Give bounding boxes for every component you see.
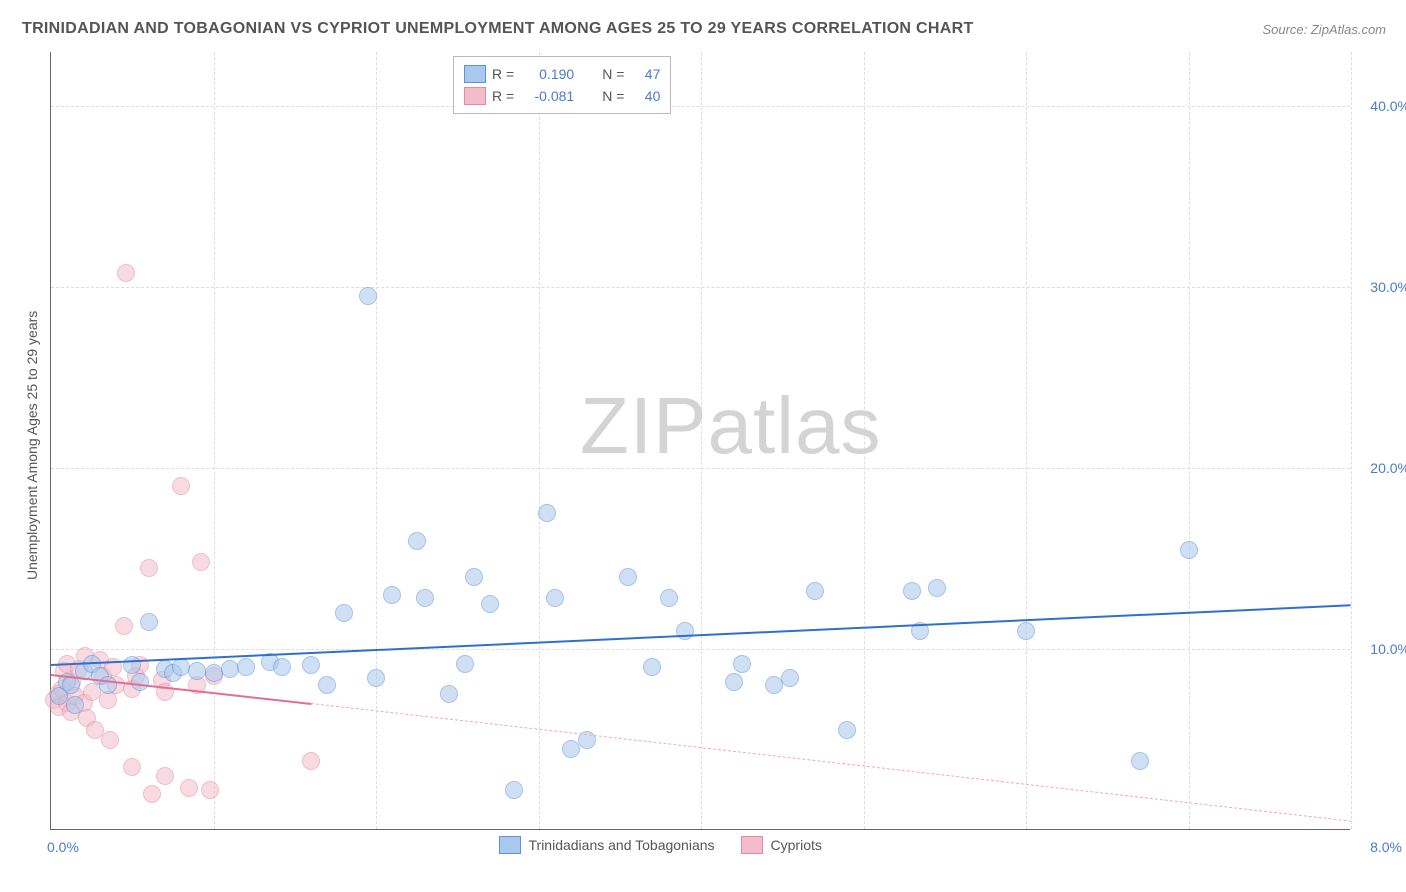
data-point: [928, 579, 946, 597]
data-point: [733, 655, 751, 673]
gridline-v: [376, 52, 377, 829]
data-point: [66, 696, 84, 714]
data-point: [538, 504, 556, 522]
data-point: [383, 586, 401, 604]
legend-swatch: [464, 87, 486, 105]
y-tick-label: 20.0%: [1370, 460, 1406, 476]
data-point: [156, 767, 174, 785]
legend-swatch: [741, 836, 763, 854]
data-point: [180, 779, 198, 797]
data-point: [903, 582, 921, 600]
data-point: [192, 553, 210, 571]
legend-swatch: [499, 836, 521, 854]
data-point: [781, 669, 799, 687]
data-point: [367, 669, 385, 687]
data-point: [1131, 752, 1149, 770]
data-point: [302, 656, 320, 674]
legend-row: R = -0.081 N = 40: [464, 85, 660, 107]
y-axis-label: Unemployment Among Ages 25 to 29 years: [24, 311, 40, 580]
legend-series-label: Cypriots: [771, 837, 822, 853]
plot-area: 10.0%20.0%30.0%40.0%0.0%8.0%: [50, 52, 1350, 830]
data-point: [101, 731, 119, 749]
data-point: [765, 676, 783, 694]
data-point: [562, 740, 580, 758]
data-point: [725, 673, 743, 691]
chart-container: TRINIDADIAN AND TOBAGONIAN VS CYPRIOT UN…: [0, 0, 1406, 892]
data-point: [172, 658, 190, 676]
gridline-v: [1026, 52, 1027, 829]
data-point: [676, 622, 694, 640]
series-legend: Trinidadians and Tobagonians Cypriots: [499, 836, 840, 854]
data-point: [117, 264, 135, 282]
data-point: [660, 589, 678, 607]
data-point: [140, 559, 158, 577]
legend-r-label: R =: [492, 88, 514, 104]
legend-series-label: Trinidadians and Tobagonians: [529, 837, 715, 853]
data-point: [237, 658, 255, 676]
data-point: [838, 721, 856, 739]
correlation-legend: R = 0.190 N = 47 R = -0.081 N = 40: [453, 56, 671, 114]
data-point: [273, 658, 291, 676]
y-tick-label: 10.0%: [1370, 641, 1406, 657]
data-point: [172, 477, 190, 495]
legend-r-value: -0.081: [520, 88, 574, 104]
data-point: [416, 589, 434, 607]
trend-line: [311, 703, 1351, 822]
data-point: [359, 287, 377, 305]
data-point: [131, 673, 149, 691]
data-point: [440, 685, 458, 703]
gridline-v: [701, 52, 702, 829]
data-point: [408, 532, 426, 550]
data-point: [1180, 541, 1198, 559]
y-tick-label: 40.0%: [1370, 98, 1406, 114]
chart-title: TRINIDADIAN AND TOBAGONIAN VS CYPRIOT UN…: [22, 20, 974, 38]
legend-r-label: R =: [492, 66, 514, 82]
data-point: [1017, 622, 1035, 640]
gridline-v: [1351, 52, 1352, 829]
data-point: [143, 785, 161, 803]
legend-swatch: [464, 65, 486, 83]
data-point: [302, 752, 320, 770]
data-point: [335, 604, 353, 622]
legend-row: R = 0.190 N = 47: [464, 63, 660, 85]
legend-n-label: N =: [602, 88, 624, 104]
data-point: [619, 568, 637, 586]
x-tick-left: 0.0%: [47, 839, 79, 855]
y-tick-label: 30.0%: [1370, 279, 1406, 295]
source-attribution: Source: ZipAtlas.com: [1262, 22, 1386, 37]
data-point: [140, 613, 158, 631]
data-point: [465, 568, 483, 586]
x-tick-right: 8.0%: [1370, 839, 1402, 855]
legend-r-value: 0.190: [520, 66, 574, 82]
gridline-v: [1189, 52, 1190, 829]
data-point: [318, 676, 336, 694]
data-point: [806, 582, 824, 600]
data-point: [481, 595, 499, 613]
data-point: [546, 589, 564, 607]
data-point: [115, 617, 133, 635]
data-point: [201, 781, 219, 799]
legend-n-value: 40: [630, 88, 660, 104]
data-point: [123, 758, 141, 776]
data-point: [643, 658, 661, 676]
data-point: [456, 655, 474, 673]
data-point: [205, 664, 223, 682]
data-point: [505, 781, 523, 799]
gridline-v: [214, 52, 215, 829]
gridline-v: [864, 52, 865, 829]
gridline-v: [539, 52, 540, 829]
legend-n-value: 47: [630, 66, 660, 82]
legend-n-label: N =: [602, 66, 624, 82]
data-point: [221, 660, 239, 678]
